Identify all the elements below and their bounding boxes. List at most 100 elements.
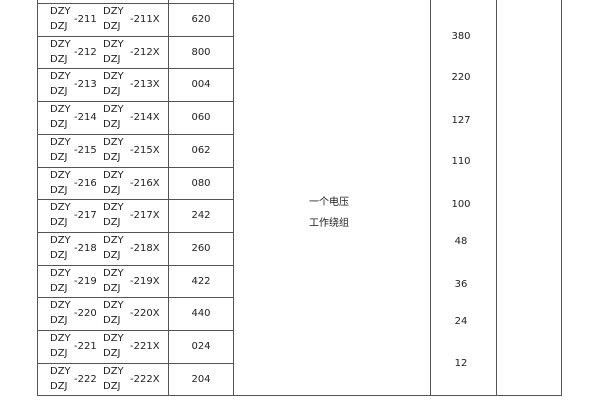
model-prefix-top: DZY	[50, 71, 71, 83]
model-prefix-top: DZY	[50, 202, 71, 214]
model2-prefix-bottom: DZJ	[103, 380, 121, 392]
model2-prefix-top: DZY	[103, 6, 124, 17]
winding-label-line2: 工作绕组	[309, 218, 349, 229]
model-prefix-bottom: DZJ	[50, 184, 68, 196]
code-cell: 242	[191, 210, 211, 222]
model2-prefix-top: DZY	[103, 38, 124, 50]
model2-number: -220X	[130, 308, 160, 320]
voltage-value: 24	[454, 316, 468, 327]
model-prefix-top: DZY	[50, 365, 71, 377]
model-prefix-top: DZY	[50, 234, 71, 246]
winding-label-line1: 一个电压	[309, 197, 349, 208]
code-cell: 620	[191, 14, 211, 25]
voltage-value: 48	[454, 236, 468, 247]
model-prefix-bottom: DZJ	[50, 249, 68, 261]
model-prefix-top: DZY	[50, 104, 71, 116]
model-prefix-bottom: DZJ	[50, 119, 68, 131]
column-border	[233, 0, 234, 396]
model2-number: -215X	[130, 144, 160, 156]
voltage-value: 100	[451, 199, 471, 210]
model-number: -218	[74, 242, 97, 254]
model2-prefix-top: DZY	[103, 71, 124, 83]
model2-number: -211X	[130, 14, 160, 25]
row-border	[37, 363, 234, 364]
model-prefix-top: DZY	[50, 6, 71, 17]
model-number: -222	[74, 373, 97, 385]
model2-number: -212X	[130, 46, 160, 58]
row-border	[37, 297, 234, 298]
model-number: -212	[74, 46, 97, 58]
model2-prefix-top: DZY	[103, 104, 124, 116]
code-cell: 024	[191, 341, 211, 352]
model2-prefix-bottom: DZJ	[103, 119, 121, 131]
row-border	[37, 199, 234, 200]
row-border	[37, 232, 234, 233]
code-cell: 080	[191, 177, 211, 189]
model2-prefix-top: DZY	[103, 136, 124, 148]
column-border	[37, 0, 38, 396]
model-prefix-top: DZY	[50, 38, 71, 50]
model-prefix-top: DZY	[50, 300, 71, 312]
voltage-value: 110	[451, 156, 471, 167]
model-number: -211	[74, 14, 97, 25]
model2-prefix-top: DZY	[103, 333, 124, 344]
voltage-value: 36	[454, 279, 468, 290]
voltage-value: 380	[451, 31, 471, 42]
model-number: -214	[74, 112, 97, 124]
model2-prefix-top: DZY	[103, 300, 124, 312]
voltage-value: 127	[451, 115, 471, 126]
model2-prefix-bottom: DZJ	[103, 21, 121, 32]
table-bottom-border	[37, 395, 562, 396]
model-prefix-bottom: DZJ	[50, 86, 68, 98]
row-border	[37, 330, 234, 331]
model-prefix-top: DZY	[50, 169, 71, 181]
row-border	[37, 134, 234, 135]
code-cell: 062	[191, 144, 211, 156]
code-cell: 440	[191, 308, 211, 320]
column-border	[430, 0, 431, 396]
model2-prefix-bottom: DZJ	[103, 184, 121, 196]
model-prefix-bottom: DZJ	[50, 348, 68, 359]
model-prefix-bottom: DZJ	[50, 151, 68, 163]
model-prefix-bottom: DZJ	[50, 282, 68, 294]
code-cell: 004	[191, 79, 211, 91]
model-number: -217	[74, 210, 97, 222]
model-number: -221	[74, 341, 97, 352]
voltage-value: 12	[454, 358, 468, 369]
model-prefix-bottom: DZJ	[50, 217, 68, 229]
row-border	[37, 3, 234, 4]
model2-prefix-bottom: DZJ	[103, 53, 121, 65]
model2-prefix-top: DZY	[103, 202, 124, 214]
model2-number: -216X	[130, 177, 160, 189]
model2-prefix-bottom: DZJ	[103, 151, 121, 163]
row-border	[37, 265, 234, 266]
model2-prefix-top: DZY	[103, 169, 124, 181]
model2-number: -217X	[130, 210, 160, 222]
row-border	[37, 101, 234, 102]
code-cell: 800	[191, 46, 211, 58]
column-border	[561, 0, 562, 396]
model-prefix-bottom: DZJ	[50, 53, 68, 65]
model2-number: -218X	[130, 242, 160, 254]
model2-number: -221X	[130, 341, 160, 352]
column-border	[168, 0, 169, 396]
code-cell: 204	[191, 373, 211, 385]
model-number: -220	[74, 308, 97, 320]
model-number: -219	[74, 275, 97, 287]
model2-prefix-bottom: DZJ	[103, 86, 121, 98]
model2-prefix-top: DZY	[103, 267, 124, 279]
model2-number: -222X	[130, 373, 160, 385]
model2-prefix-bottom: DZJ	[103, 348, 121, 359]
code-cell: 422	[191, 275, 211, 287]
code-cell: 060	[191, 112, 211, 124]
model-prefix-bottom: DZJ	[50, 380, 68, 392]
code-cell: 260	[191, 242, 211, 254]
model2-prefix-bottom: DZJ	[103, 282, 121, 294]
column-border	[496, 0, 497, 396]
model2-number: -213X	[130, 79, 160, 91]
model-prefix-top: DZY	[50, 136, 71, 148]
row-border	[37, 68, 234, 69]
row-border	[37, 167, 234, 168]
model2-prefix-top: DZY	[103, 234, 124, 246]
row-border	[37, 36, 234, 37]
